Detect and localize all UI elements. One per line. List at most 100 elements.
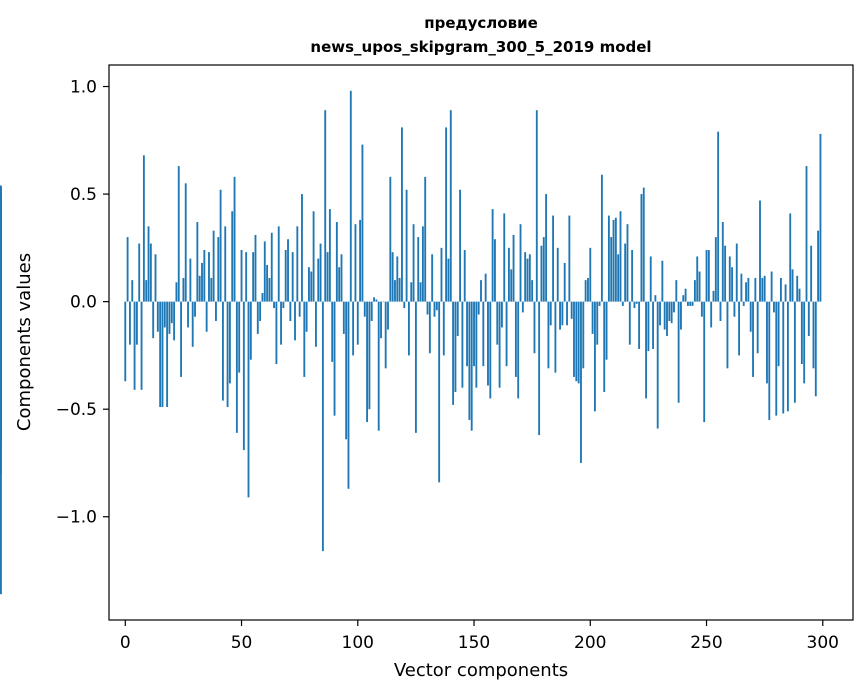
- bar-140: [449, 110, 452, 302]
- bar-274: [761, 277, 764, 302]
- bar-122: [407, 301, 410, 356]
- bar-170: [519, 224, 522, 302]
- bar-149: [470, 301, 473, 431]
- bar-184: [552, 215, 555, 302]
- bar-173: [526, 258, 529, 302]
- bar-44: [226, 301, 229, 408]
- x-axis-ticks: 0 50 100 150 200 250 300: [120, 620, 839, 653]
- bar-281: [777, 301, 780, 367]
- y-tick-label: −0.5: [56, 400, 97, 420]
- bar-83: [317, 258, 320, 302]
- bar-undefined: [0, 301, 2, 306]
- bar-79: [308, 267, 310, 302]
- bar-277: [768, 301, 771, 420]
- bar-19: [168, 301, 171, 334]
- x-tick-label: 250: [690, 633, 722, 653]
- bar-152: [477, 301, 480, 315]
- bar-255: [717, 131, 720, 302]
- bar-138: [445, 127, 448, 302]
- bar-100: [356, 301, 359, 345]
- bar-102: [361, 144, 364, 302]
- bar-292: [803, 301, 806, 384]
- bar-228: [654, 295, 657, 302]
- bar-204: [598, 301, 601, 306]
- bar-series: [0, 90, 822, 595]
- bar-27: [187, 301, 189, 328]
- plot-frame: [108, 64, 854, 621]
- bar-187: [559, 301, 561, 330]
- bar-248: [700, 301, 703, 317]
- bar-285: [786, 301, 789, 412]
- bar-48: [235, 301, 238, 433]
- bar-250: [705, 250, 708, 302]
- bar-211: [614, 217, 617, 302]
- x-tick-label: 300: [807, 633, 839, 653]
- bar-115: [391, 252, 394, 302]
- bar-238: [677, 301, 680, 403]
- bar-22: [175, 282, 178, 302]
- bar-210: [612, 219, 615, 302]
- bar-295: [810, 245, 813, 302]
- bar-182: [547, 301, 550, 369]
- bar-145: [461, 301, 464, 388]
- bar-233: [666, 301, 668, 337]
- bar-117: [396, 256, 399, 302]
- bar-257: [721, 222, 724, 302]
- bar-244: [691, 301, 694, 306]
- bar-261: [731, 267, 734, 302]
- bar-218: [631, 250, 634, 302]
- bar-172: [524, 252, 527, 302]
- bar-136: [440, 247, 443, 302]
- bar-65: [275, 301, 278, 365]
- bar-266: [742, 301, 745, 306]
- bar-131: [428, 301, 431, 354]
- bar-96: [347, 301, 350, 489]
- bar-58: [259, 301, 262, 321]
- bar-207: [605, 301, 608, 360]
- bar-80: [310, 271, 313, 302]
- bar-84: [319, 243, 322, 302]
- bar-256: [719, 301, 722, 321]
- bar-298: [817, 230, 820, 302]
- bar-229: [656, 301, 659, 429]
- bar-260: [728, 256, 731, 302]
- bar-282: [779, 277, 782, 302]
- bar-94: [342, 301, 345, 334]
- bar-69: [284, 250, 287, 302]
- bar-50: [240, 250, 243, 302]
- bar-192: [570, 301, 573, 319]
- bar-33: [201, 262, 203, 302]
- bar-283: [782, 301, 785, 414]
- bar-67: [280, 301, 282, 345]
- bar-249: [703, 301, 706, 423]
- bar-259: [726, 301, 729, 369]
- bar-29: [191, 301, 194, 347]
- bar-86: [324, 110, 327, 302]
- bar-196: [580, 301, 582, 463]
- bar-166: [510, 269, 513, 302]
- bar-12: [152, 301, 155, 339]
- bar-95: [345, 301, 348, 440]
- bar-291: [800, 301, 803, 365]
- bar-271: [754, 277, 757, 302]
- bar-205: [600, 174, 603, 302]
- bar-56: [254, 234, 257, 302]
- bar-174: [528, 254, 531, 302]
- bar-263: [735, 243, 738, 302]
- bar-168: [514, 301, 517, 377]
- bar-4: [133, 301, 136, 390]
- y-tick-label: 1.0: [70, 78, 97, 98]
- bar-202: [593, 301, 596, 412]
- x-tick-label: 50: [231, 633, 253, 653]
- bar-34: [203, 250, 206, 302]
- bar-190: [566, 301, 568, 326]
- bar-286: [789, 213, 792, 302]
- bar-54: [249, 301, 252, 360]
- bar-278: [770, 271, 773, 302]
- bar-31: [196, 222, 199, 302]
- bar-135: [438, 301, 441, 483]
- bar-185: [554, 301, 557, 373]
- bar-91: [335, 222, 338, 302]
- bar-209: [610, 237, 613, 302]
